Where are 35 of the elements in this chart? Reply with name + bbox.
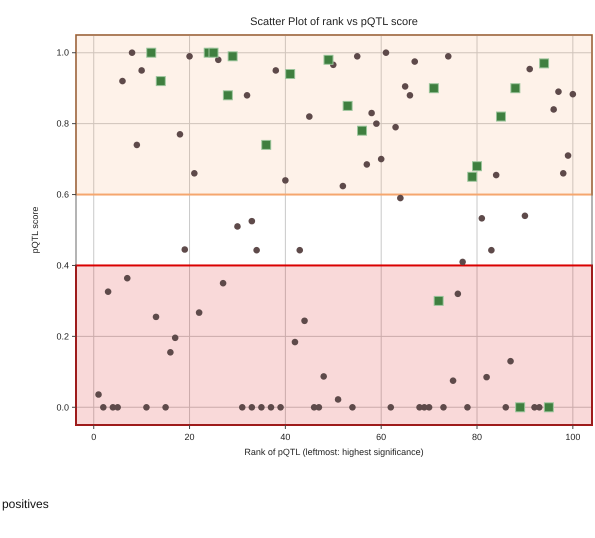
x-tick-label: 100	[565, 432, 580, 442]
x-tick-label: 0	[91, 432, 96, 442]
point	[323, 54, 334, 65]
point	[467, 172, 478, 182]
point	[222, 90, 233, 100]
point	[342, 100, 353, 111]
point	[285, 69, 296, 79]
x-tick-label: 20	[184, 432, 195, 442]
y-tick-label: 0.0	[56, 402, 69, 412]
x-tick-label: 80	[472, 432, 482, 442]
point	[146, 48, 156, 58]
point	[434, 296, 444, 306]
point	[156, 76, 166, 86]
point	[510, 83, 520, 94]
x-tick-label: 60	[376, 432, 386, 442]
point	[208, 48, 219, 58]
y-tick-label: 0.4	[56, 260, 69, 270]
text: positives	[2, 497, 49, 511]
point	[228, 51, 238, 62]
x-axis-title: Rank of pQTL (leftmost: highest significance)	[244, 447, 424, 457]
point	[515, 402, 526, 412]
y-tick-label: 0.8	[56, 118, 69, 129]
point	[544, 402, 554, 412]
point	[357, 126, 368, 136]
y-tick-label: 0.6	[56, 190, 69, 200]
y-tick-label: 0.2	[56, 331, 69, 342]
chart-title: Scatter Plot of rank vs pQTL score	[250, 16, 418, 28]
x-tick-label: 40	[280, 432, 290, 442]
point	[428, 83, 439, 94]
point	[472, 161, 482, 172]
point	[261, 140, 272, 150]
y-axis-title: pQTL score	[30, 206, 40, 254]
point	[539, 58, 550, 68]
point	[496, 112, 506, 122]
y-tick-label: 1.0	[56, 48, 69, 58]
